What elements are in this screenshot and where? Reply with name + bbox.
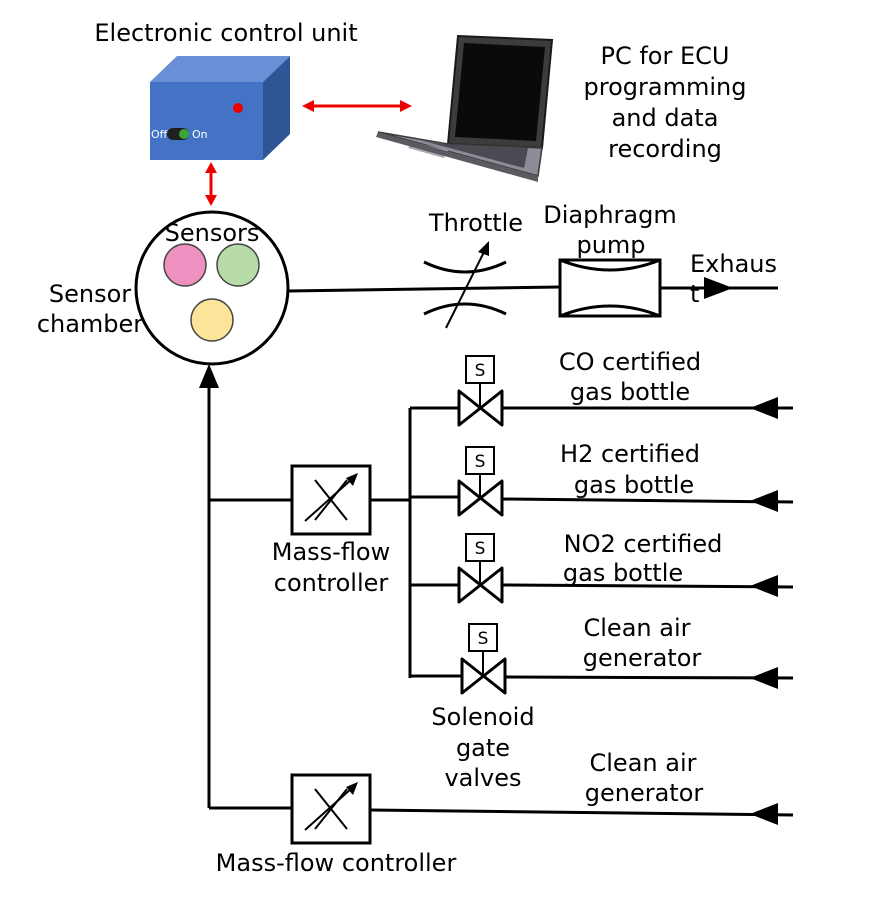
co-bottle-label-line-1: CO certified <box>559 348 701 376</box>
no2-bottle-label-line-1: NO2 certified <box>564 530 723 558</box>
sensor-yellow <box>190 298 234 342</box>
laptop-icon <box>376 34 554 182</box>
exhaust-label-line-1: Exhaus <box>690 250 777 278</box>
pc-label-line-2: programming <box>584 73 747 101</box>
sensor-green <box>216 243 260 287</box>
valve-s-letter: S <box>475 361 486 381</box>
h2-bottle-label-line-2: gas bottle <box>574 471 694 499</box>
ecu-sensor-link-arrow <box>205 162 217 206</box>
ecu-front-face <box>150 82 263 160</box>
solenoid-valve-icon: S <box>460 623 507 695</box>
sensor-chamber-label-line-2: chamber <box>37 310 143 338</box>
switch-off-label: Off <box>151 128 168 141</box>
h2-line <box>501 497 794 504</box>
sensor-pink <box>163 243 207 287</box>
diaphragm-pump-label-line-2: pump <box>576 231 645 259</box>
pc-label-line-3: and data <box>612 104 719 132</box>
mfc-1-label-line-1: Mass-flow <box>272 538 391 566</box>
solenoid-valve-icon: S <box>457 355 504 427</box>
clean-air-1-label-line-2: generator <box>583 644 702 672</box>
clean-air-1-inlet-arrow <box>750 667 778 689</box>
throttle-label: Throttle <box>428 209 523 237</box>
pc-label-line-4: recording <box>608 135 722 163</box>
mfc-2-label: Mass-flow controller <box>216 849 457 877</box>
ecu-led-icon <box>233 103 243 113</box>
chamber-to-pump-line <box>287 285 561 293</box>
solenoid-valve-icon: S <box>457 446 504 517</box>
pc-label-line-1: PC for ECU <box>601 42 730 70</box>
valve-s-letter: S <box>475 539 486 559</box>
mass-flow-controller-icon <box>290 773 372 845</box>
clean-air-2-line <box>369 808 794 817</box>
no2-inlet-arrow <box>750 575 778 597</box>
sensor-chamber-label-line-1: Sensor <box>49 280 131 308</box>
clean-air-2-label-line-1: Clean air <box>590 749 697 777</box>
no2-bottle-label-line-2: gas bottle <box>563 559 683 587</box>
h2-inlet-arrow <box>750 490 778 512</box>
solenoid-label-line-2: gate <box>456 734 510 762</box>
co-bottle-label-line-2: gas bottle <box>570 378 690 406</box>
switch-on-label: On <box>192 128 208 141</box>
clean-air-2-label-line-2: generator <box>585 779 704 807</box>
diaphragm-pump-icon <box>558 258 662 318</box>
exhaust-label-line-2: t <box>690 280 699 308</box>
ecu-pc-link-arrow <box>302 100 412 112</box>
h2-bottle-label-line-1: H2 certified <box>560 440 700 468</box>
solenoid-label-line-3: valves <box>444 764 521 792</box>
clean-air-2-inlet-arrow <box>750 803 778 825</box>
no2-line <box>501 583 794 589</box>
chamber-inlet-arrow <box>199 364 219 388</box>
ecu-label: Electronic control unit <box>94 19 357 47</box>
power-switch-knob <box>179 129 189 139</box>
sensors-label: Sensors <box>165 219 260 247</box>
clean-air-1-label-line-1: Clean air <box>584 614 691 642</box>
valve-s-letter: S <box>478 629 489 649</box>
valve-s-letter: S <box>475 452 486 472</box>
diaphragm-pump-label-line-1: Diaphragm <box>543 201 677 229</box>
solenoid-valve-icon: S <box>457 533 504 604</box>
mfc-1-label-line-2: controller <box>274 569 389 597</box>
ecu-top-face <box>150 56 290 82</box>
ecu-box-icon: Off On <box>150 56 290 160</box>
mass-flow-controller-icon <box>290 464 372 536</box>
co-inlet-arrow <box>750 397 778 419</box>
clean-air-1-line <box>504 675 794 680</box>
ecu-side-face <box>263 56 290 160</box>
exhaust-arrow <box>704 277 733 299</box>
throttle-valve-icon <box>423 241 507 329</box>
solenoid-label-line-1: Solenoid <box>431 703 534 731</box>
